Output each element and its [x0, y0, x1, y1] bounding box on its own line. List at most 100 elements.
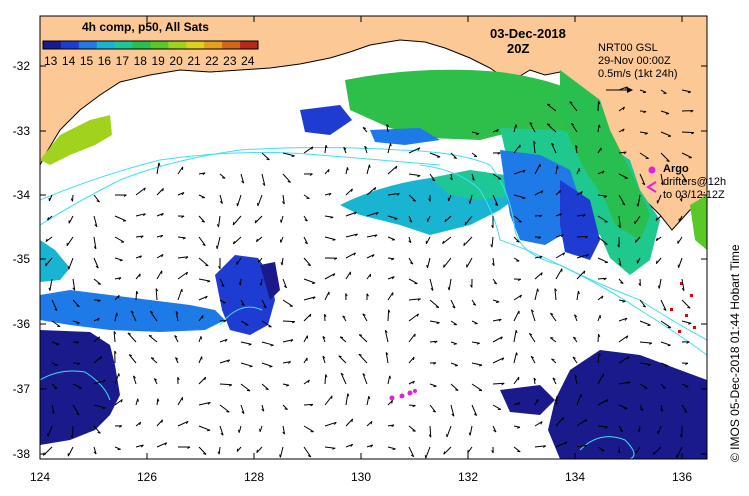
velocity-arrow: [492, 299, 500, 303]
velocity-arrow: [660, 341, 671, 346]
velocity-arrowhead: [324, 313, 327, 317]
longitude-tick-label: 134: [564, 470, 586, 484]
velocity-arrowhead: [139, 421, 142, 426]
velocity-arrowhead: [662, 386, 666, 389]
velocity-arrow: [492, 425, 497, 433]
velocity-arrowhead: [601, 295, 604, 299]
velocity-arrowhead: [241, 303, 245, 306]
velocity-arrowhead: [143, 187, 146, 191]
velocity-arrow: [471, 299, 477, 306]
velocity-arrow: [408, 356, 415, 364]
velocity-arrowhead: [312, 282, 316, 284]
velocity-arrow: [597, 295, 604, 301]
colorbar: [42, 40, 259, 50]
velocity-arrow: [597, 334, 599, 343]
velocity-arrow: [114, 257, 123, 261]
velocity-arrow: [660, 320, 672, 329]
velocity-arrowhead: [550, 312, 554, 315]
velocity-arrowhead: [346, 167, 349, 171]
velocity-arrowhead: [309, 173, 313, 176]
velocity-arrow: [639, 173, 646, 186]
velocity-arrow: [408, 173, 421, 177]
colorbar-swatch: [114, 41, 134, 49]
velocity-arrowhead: [218, 265, 221, 270]
velocity-arrowhead: [410, 454, 414, 458]
velocity-arrowhead: [392, 448, 396, 451]
velocity-arrow: [240, 404, 245, 414]
velocity-arrowhead: [263, 305, 267, 309]
velocity-arrow: [72, 404, 80, 416]
velocity-arrowhead: [574, 374, 578, 378]
velocity-arrow: [219, 338, 228, 343]
velocity-arrow: [261, 173, 266, 186]
velocity-arrowhead: [77, 362, 81, 366]
velocity-arrowhead: [256, 449, 258, 453]
velocity-arrow: [425, 236, 431, 245]
velocity-arrowhead: [598, 333, 601, 338]
velocity-arrowhead: [137, 398, 139, 402]
latitude-tick-label: -38: [12, 447, 30, 461]
velocity-arrowhead: [309, 313, 312, 318]
velocity-arrow: [218, 446, 221, 455]
velocity-arrowhead: [255, 238, 258, 242]
velocity-arrow: [408, 446, 415, 457]
velocity-arrow: [303, 403, 313, 406]
velocity-arrow: [467, 446, 473, 454]
velocity-arrow: [240, 173, 245, 184]
map-time: 20Z: [507, 41, 530, 56]
velocity-arrowhead: [351, 418, 354, 423]
velocity-arrow: [555, 395, 558, 406]
velocity-arrow: [678, 257, 683, 268]
velocity-arrow: [576, 270, 586, 280]
colorbar-frame: [42, 40, 259, 50]
velocity-arrowhead: [149, 310, 154, 314]
velocity-arrow: [345, 443, 353, 448]
velocity-arrow: [569, 101, 578, 112]
colorbar-swatch: [222, 41, 241, 49]
velocity-arrow: [48, 194, 53, 202]
velocity-arrowhead: [311, 146, 314, 150]
velocity-arrowhead: [455, 389, 459, 391]
velocity-arrow: [156, 398, 159, 406]
velocity-arrowhead: [362, 127, 366, 129]
velocity-arrowhead: [559, 213, 562, 217]
velocity-arrowhead: [181, 288, 183, 292]
velocity-arrow: [49, 278, 53, 291]
velocity-arrowhead: [333, 421, 337, 425]
velocity-arrowhead: [627, 381, 631, 385]
velocity-arrowhead: [571, 122, 575, 126]
gsl-scale: 0.5m/s (1kt 24h): [598, 68, 678, 80]
velocity-arrowhead: [100, 356, 103, 360]
drifter-legend-icon: [646, 181, 657, 193]
velocity-arrowhead: [417, 147, 421, 151]
velocity-arrow: [156, 442, 168, 448]
velocity-arrow: [362, 373, 368, 385]
velocity-arrowhead: [102, 407, 106, 410]
velocity-arrow: [232, 215, 242, 226]
velocity-arrow: [219, 383, 232, 386]
velocity-arrow: [492, 257, 495, 266]
colorbar-swatch: [78, 41, 98, 49]
velocity-arrow: [450, 173, 453, 181]
velocity-arrowhead: [150, 357, 155, 359]
velocity-arrowhead: [622, 300, 626, 303]
velocity-arrow: [534, 398, 539, 406]
velocity-arrow: [282, 194, 285, 205]
velocity-arrowhead: [220, 432, 224, 436]
velocity-arrowhead: [468, 432, 471, 436]
velocity-arrowhead: [601, 170, 605, 174]
velocity-arrowhead: [334, 257, 338, 260]
velocity-arrowhead: [353, 252, 356, 256]
velocity-arrowhead: [118, 277, 122, 280]
argo-drifters: drifters@12h: [663, 176, 727, 188]
velocity-arrow: [198, 446, 207, 455]
velocity-arrow: [345, 211, 357, 217]
velocity-arrow: [135, 213, 146, 217]
velocity-arrow: [660, 299, 667, 311]
velocity-arrow: [635, 446, 641, 454]
velocity-arrow: [618, 335, 629, 343]
velocity-arrowhead: [580, 191, 583, 195]
velocity-arrowhead: [96, 200, 100, 203]
longitude-tick-label: 132: [457, 470, 479, 484]
velocity-arrowhead: [70, 434, 73, 439]
